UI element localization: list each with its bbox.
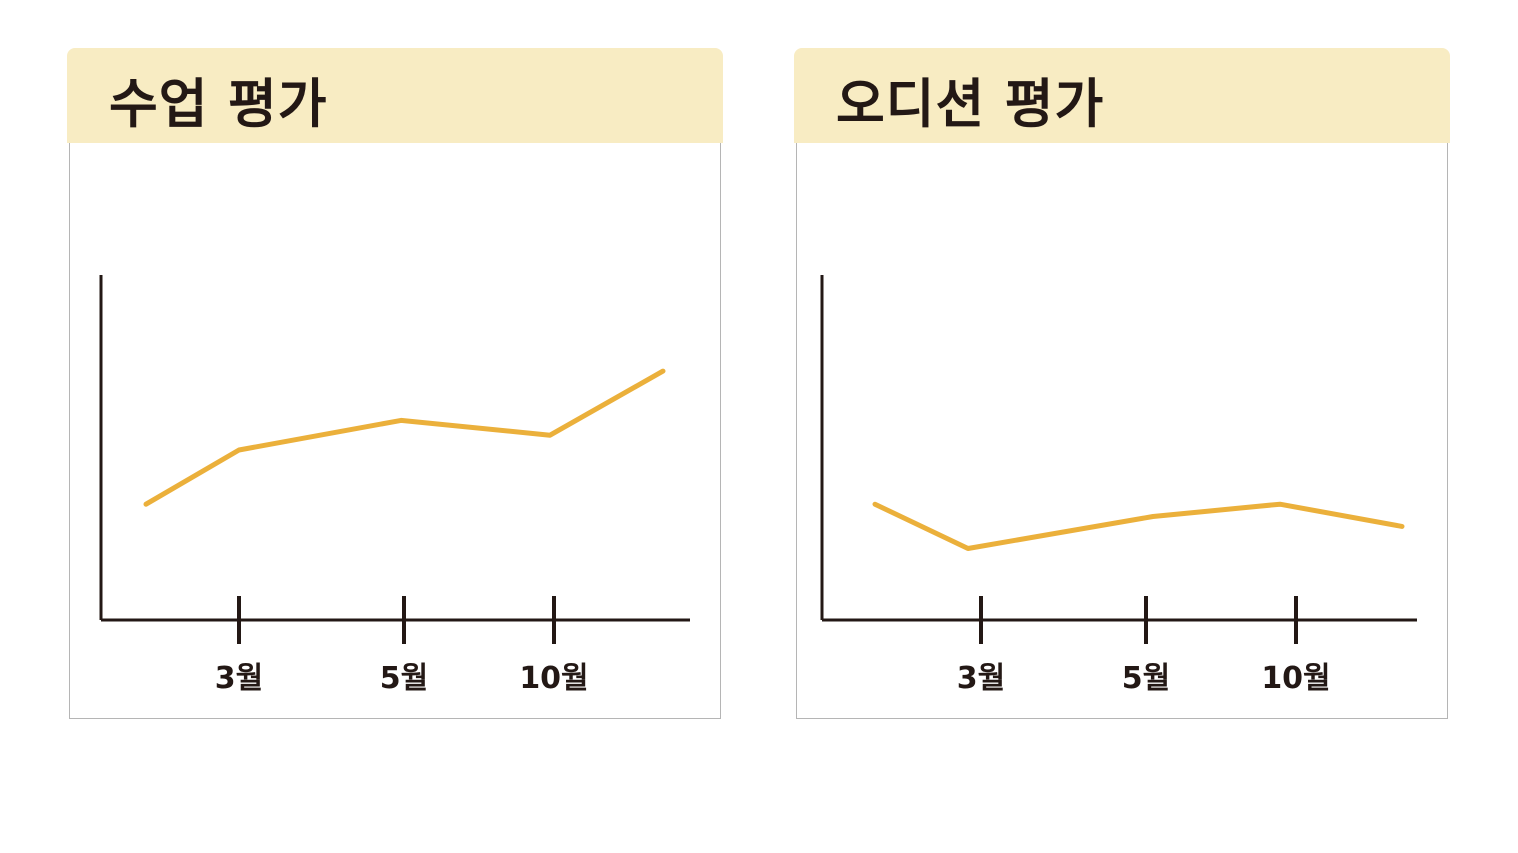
x-tick-label: 3월 [957, 661, 1005, 696]
panel-title: 오디션 평가 [836, 74, 1105, 135]
panel-title: 수업 평가 [109, 74, 328, 135]
panel-header: 오디션 평가 [794, 48, 1450, 143]
x-tick-label: 10월 [1261, 661, 1330, 696]
series-line [143, 368, 666, 507]
x-tick-label: 3월 [215, 661, 263, 696]
chart-area: 3월 5월 10월 [69, 143, 721, 719]
x-tick-label: 5월 [380, 661, 428, 696]
x-tick-label: 10월 [519, 661, 588, 696]
panel-header: 수업 평가 [67, 48, 723, 143]
line-chart: 3월 5월 10월 [820, 275, 1417, 696]
x-tick-label: 5월 [1122, 661, 1170, 696]
audition-evaluation-panel: 오디션 평가 3월 5월 10월 [794, 48, 1450, 720]
chart-area: 3월 5월 10월 [796, 143, 1448, 719]
class-evaluation-panel: 수업 평가 3월 5월 10월 [67, 48, 723, 720]
series-line [872, 501, 1405, 551]
line-chart: 3월 5월 10월 [99, 275, 690, 696]
